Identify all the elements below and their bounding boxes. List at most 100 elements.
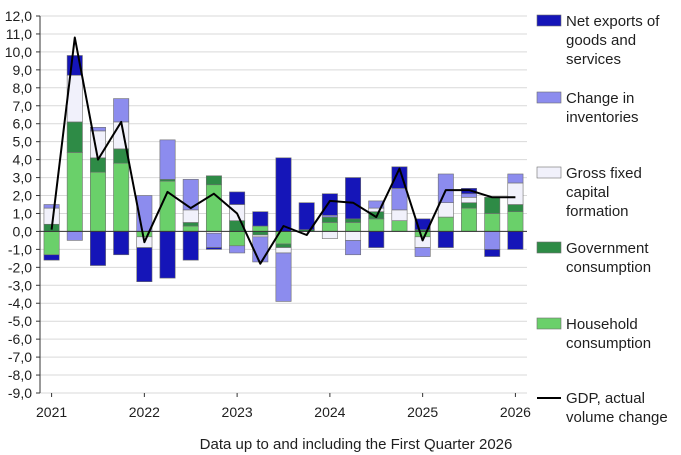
legend-label-government-consumption: Government consumption bbox=[566, 240, 651, 276]
bar-household-consumption bbox=[507, 211, 524, 232]
bar-change-in-inventories bbox=[159, 139, 176, 180]
legend-label-household-consumption: Household consumption bbox=[566, 316, 651, 352]
bar-government-consumption bbox=[321, 216, 338, 223]
bar-gross-fixed-capital-formation bbox=[391, 209, 408, 221]
bar-net-exports bbox=[229, 191, 246, 205]
y-tick-label: 3,0 bbox=[13, 170, 33, 186]
bar-net-exports bbox=[182, 231, 199, 261]
legend-swatch-household-consumption bbox=[536, 317, 562, 330]
legend-swatch-gross-fixed-capital-formation bbox=[536, 166, 562, 179]
bar-household-consumption bbox=[437, 216, 454, 232]
bar-change-in-inventories bbox=[66, 231, 83, 241]
bar-gross-fixed-capital-formation bbox=[437, 202, 454, 218]
y-tick-label: -1,0 bbox=[8, 241, 32, 257]
bar-net-exports bbox=[368, 231, 385, 248]
bar-change-in-inventories bbox=[345, 240, 362, 256]
bar-government-consumption bbox=[205, 175, 222, 186]
y-tick-label: 11,0 bbox=[6, 26, 32, 42]
bar-household-consumption bbox=[159, 180, 176, 232]
bar-change-in-inventories bbox=[113, 98, 130, 123]
bar-government-consumption bbox=[66, 121, 83, 153]
bar-household-consumption bbox=[461, 207, 477, 232]
stacked-bars bbox=[43, 55, 524, 302]
bar-change-in-inventories bbox=[484, 231, 501, 250]
bar-change-in-inventories bbox=[391, 188, 408, 211]
x-tick-label: 2022 bbox=[129, 404, 160, 420]
bar-household-consumption bbox=[229, 231, 246, 247]
y-axis-tick-labels: 12,0 11,0 10,0 9,0 8,0 7,0 6,0 5,0 4,0 3,0 2,01,0 0… bbox=[5, 8, 32, 401]
x-tick-label: 2024 bbox=[314, 404, 345, 420]
bar-gross-fixed-capital-formation bbox=[275, 247, 292, 254]
bar-gross-fixed-capital-formation bbox=[368, 207, 385, 212]
bar-household-consumption bbox=[66, 152, 83, 232]
bar-net-exports bbox=[136, 247, 153, 282]
bar-net-exports bbox=[345, 177, 362, 220]
x-tick-label: 2025 bbox=[407, 404, 438, 420]
y-tick-label: -9,0 bbox=[8, 385, 32, 401]
bar-net-exports bbox=[159, 231, 176, 279]
y-tick-label: -7,0 bbox=[8, 349, 32, 365]
y-tick-label: -4,0 bbox=[8, 295, 32, 311]
bar-government-consumption bbox=[507, 204, 524, 212]
y-tick-label: 10,0 bbox=[5, 44, 32, 60]
bar-government-consumption bbox=[275, 243, 292, 248]
bar-net-exports bbox=[321, 193, 338, 216]
y-tick-label: 1,0 bbox=[13, 205, 33, 221]
y-tick-label: -8,0 bbox=[8, 367, 32, 383]
bar-change-in-inventories bbox=[229, 245, 246, 254]
y-tick-label: 5,0 bbox=[13, 134, 33, 150]
bar-gross-fixed-capital-formation bbox=[507, 182, 524, 205]
bar-net-exports bbox=[507, 231, 524, 250]
bar-household-consumption bbox=[205, 184, 222, 232]
x-tick-label: 2023 bbox=[222, 404, 253, 420]
bar-household-consumption bbox=[252, 225, 269, 232]
bar-change-in-inventories bbox=[368, 200, 385, 209]
bar-change-in-inventories bbox=[414, 247, 431, 257]
bar-household-consumption bbox=[43, 231, 60, 256]
bar-change-in-inventories bbox=[90, 127, 106, 132]
legend-label-change-in-inventories: Change in inventories bbox=[566, 90, 639, 126]
bar-gross-fixed-capital-formation bbox=[345, 231, 362, 241]
legend: Net exports of goods and services Change in… bbox=[536, 13, 668, 426]
y-tick-label: 6,0 bbox=[13, 116, 33, 132]
bar-change-in-inventories bbox=[275, 252, 292, 302]
bar-net-exports bbox=[275, 157, 292, 232]
bar-government-consumption bbox=[461, 202, 477, 209]
y-tick-label: 4,0 bbox=[13, 152, 33, 168]
bar-change-in-inventories bbox=[507, 173, 524, 184]
bar-change-in-inventories bbox=[182, 179, 199, 211]
y-tick-label: 12,0 bbox=[5, 8, 32, 24]
legend-label-gross-fixed-capital-formation: Gross fixed capital formation bbox=[566, 165, 642, 220]
x-tick-label: 2021 bbox=[36, 404, 67, 420]
bar-household-consumption bbox=[484, 213, 501, 232]
bar-gross-fixed-capital-formation bbox=[321, 231, 338, 239]
legend-label-gdp-line: GDP, actual volume change bbox=[566, 390, 668, 426]
legend-swatch-government-consumption bbox=[536, 241, 562, 254]
bar-gross-fixed-capital-formation bbox=[461, 197, 477, 204]
bar-net-exports bbox=[484, 249, 501, 257]
bar-net-exports bbox=[43, 254, 60, 261]
y-tick-label: 0,0 bbox=[13, 223, 33, 239]
y-tick-label: -6,0 bbox=[8, 331, 32, 347]
bar-household-consumption bbox=[90, 171, 106, 232]
bar-household-consumption bbox=[368, 218, 385, 232]
legend-swatch-net-exports bbox=[536, 14, 562, 27]
bar-government-consumption bbox=[252, 231, 269, 236]
bar-household-consumption bbox=[113, 162, 130, 232]
bar-net-exports bbox=[113, 231, 130, 256]
bar-household-consumption bbox=[345, 222, 362, 232]
bar-change-in-inventories bbox=[43, 204, 60, 209]
bar-household-consumption bbox=[321, 222, 338, 232]
x-tick-label: 2026 bbox=[500, 404, 531, 420]
gdp-line bbox=[50, 36, 516, 265]
bar-government-consumption bbox=[182, 222, 199, 227]
bar-household-consumption bbox=[414, 231, 431, 238]
y-tick-label: -5,0 bbox=[8, 313, 32, 329]
y-tick-label: 2,0 bbox=[13, 188, 33, 204]
legend-label-net-exports: Net exports of goods and services bbox=[566, 13, 660, 68]
x-axis-tick-labels: 2021 2022 2023 2024 2025 2026 bbox=[36, 393, 531, 420]
bar-gross-fixed-capital-formation bbox=[182, 209, 199, 223]
bar-change-in-inventories bbox=[461, 193, 477, 198]
x-axis-title: Data up to and including the First Quart… bbox=[200, 436, 513, 453]
